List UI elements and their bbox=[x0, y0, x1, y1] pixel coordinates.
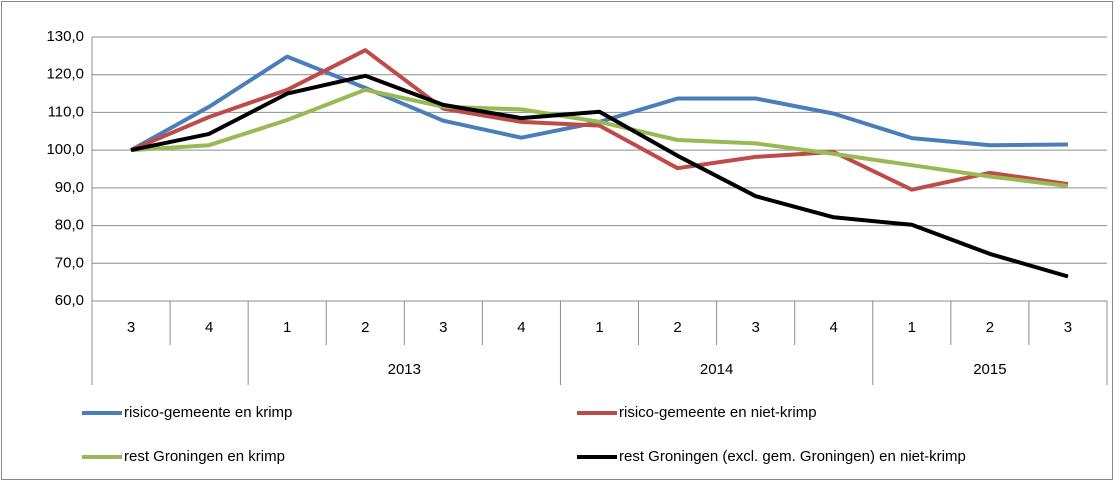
x-tick-label: 1 bbox=[908, 319, 916, 336]
legend-label: risico-gemeente en krimp bbox=[124, 404, 292, 421]
legend-label: rest Groningen (excl. gem. Groningen) en… bbox=[619, 448, 966, 465]
x-tick-label: 3 bbox=[127, 319, 135, 336]
legend-label: risico-gemeente en niet-krimp bbox=[619, 404, 817, 421]
y-tick-label: 100,0 bbox=[46, 141, 84, 158]
y-tick-label: 60,0 bbox=[55, 292, 84, 309]
x-tick-label: 2 bbox=[361, 319, 369, 336]
x-tick-label: 4 bbox=[205, 319, 213, 336]
y-tick-label: 70,0 bbox=[55, 254, 84, 271]
x-tick-label: 1 bbox=[595, 319, 603, 336]
x-tick-label: 4 bbox=[830, 319, 838, 336]
x-tick-label: 3 bbox=[751, 319, 759, 336]
series-line bbox=[130, 87, 1069, 188]
x-group-label: 2015 bbox=[973, 361, 1006, 378]
x-tick-label: 4 bbox=[517, 319, 525, 336]
series-line bbox=[130, 73, 1069, 279]
series-line bbox=[130, 48, 1069, 192]
legend-label: rest Groningen en krimp bbox=[124, 448, 285, 465]
x-tick-label: 2 bbox=[986, 319, 994, 336]
x-group-label: 2014 bbox=[700, 361, 733, 378]
x-tick-label: 1 bbox=[283, 319, 291, 336]
y-tick-label: 90,0 bbox=[55, 179, 84, 196]
x-tick-label: 3 bbox=[1064, 319, 1072, 336]
y-tick-label: 80,0 bbox=[55, 217, 84, 234]
x-tick-label: 3 bbox=[439, 319, 447, 336]
x-tick-label: 2 bbox=[673, 319, 681, 336]
y-tick-label: 110,0 bbox=[48, 103, 84, 120]
x-group-label: 2013 bbox=[388, 361, 421, 378]
y-tick-label: 130,0 bbox=[46, 28, 84, 45]
y-tick-label: 120,0 bbox=[46, 66, 84, 83]
